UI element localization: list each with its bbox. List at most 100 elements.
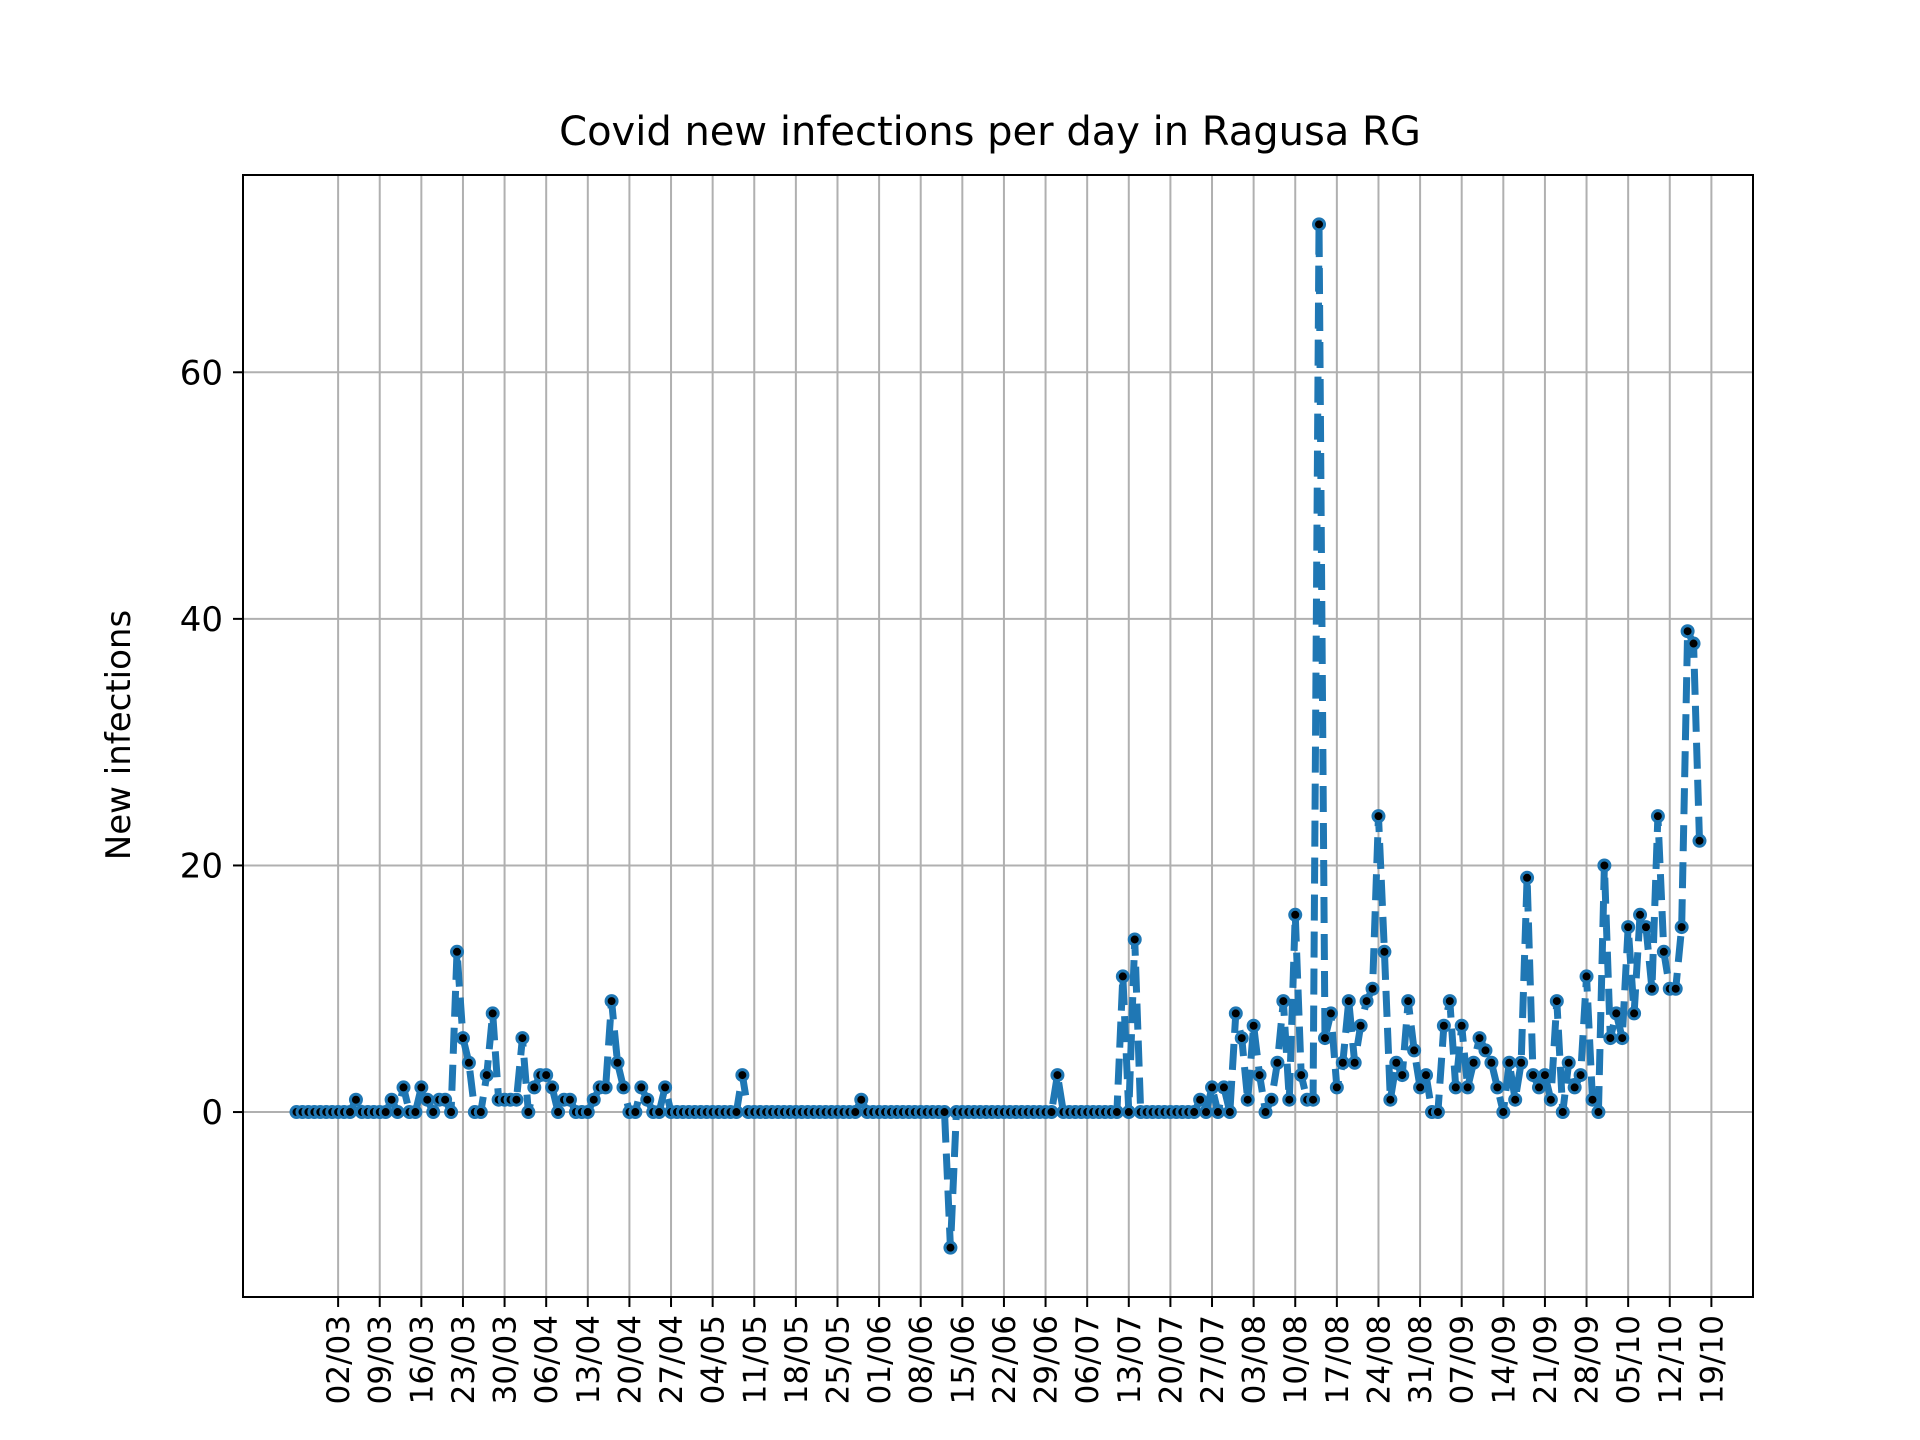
data-point	[1270, 1055, 1285, 1070]
x-tick-label: 30/03	[488, 1315, 524, 1404]
data-point	[610, 1055, 625, 1070]
data-point	[473, 1105, 488, 1120]
data-point	[580, 1105, 595, 1120]
data-point	[515, 1031, 530, 1046]
data-point	[1395, 1068, 1410, 1083]
data-point	[1686, 636, 1701, 651]
x-tick-label: 31/08	[1403, 1315, 1439, 1404]
x-tick-label: 27/04	[654, 1315, 690, 1404]
data-point	[1341, 994, 1356, 1009]
x-tick-label: 08/06	[904, 1315, 940, 1404]
data-point	[1567, 1080, 1582, 1095]
data-point	[1109, 1105, 1124, 1120]
data-point	[1317, 1031, 1332, 1046]
data-point	[598, 1080, 613, 1095]
data-point	[1234, 1031, 1249, 1046]
data-point	[1627, 1006, 1642, 1021]
data-point	[414, 1080, 429, 1095]
data-point	[1638, 920, 1653, 935]
data-point	[1353, 1018, 1368, 1033]
x-tick-label: 19/10	[1694, 1315, 1730, 1404]
x-tick-label: 06/07	[1070, 1315, 1106, 1404]
data-point	[1359, 994, 1374, 1009]
data-point	[378, 1105, 393, 1120]
data-point	[1561, 1055, 1576, 1070]
data-point	[1050, 1068, 1065, 1083]
data-point	[485, 1006, 500, 1021]
data-point	[1656, 944, 1671, 959]
y-tick-label: 20	[180, 846, 223, 886]
data-point	[1466, 1055, 1481, 1070]
data-point	[1549, 994, 1564, 1009]
x-tick-label: 27/07	[1195, 1315, 1231, 1404]
data-point	[551, 1105, 566, 1120]
data-point	[384, 1092, 399, 1107]
plot-area-frame	[242, 174, 1754, 1298]
data-point	[545, 1080, 560, 1095]
data-point	[1579, 969, 1594, 984]
data-point	[521, 1105, 536, 1120]
data-point	[1573, 1068, 1588, 1083]
data-point	[1401, 994, 1416, 1009]
x-tick-label: 28/09	[1570, 1315, 1606, 1404]
x-tick-label: 20/04	[612, 1315, 648, 1404]
data-point	[444, 1105, 459, 1120]
x-tick-label: 23/03	[446, 1315, 482, 1404]
x-tick-label: 17/08	[1320, 1315, 1356, 1404]
data-point	[1205, 1080, 1220, 1095]
data-point	[1609, 1006, 1624, 1021]
data-point	[1448, 1080, 1463, 1095]
data-point	[1650, 809, 1665, 824]
data-point	[1187, 1105, 1202, 1120]
data-point	[1615, 1031, 1630, 1046]
data-point	[455, 1031, 470, 1046]
data-point	[1246, 1018, 1261, 1033]
data-point	[1329, 1080, 1344, 1095]
data-point	[562, 1092, 577, 1107]
data-point	[390, 1105, 405, 1120]
data-point	[604, 994, 619, 1009]
data-point	[1222, 1105, 1237, 1120]
x-tick-label: 07/09	[1445, 1315, 1481, 1404]
data-point	[1210, 1105, 1225, 1120]
data-point	[848, 1105, 863, 1120]
data-point	[1537, 1068, 1552, 1083]
x-tick-label: 10/08	[1278, 1315, 1314, 1404]
x-tick-label: 01/06	[862, 1315, 898, 1404]
x-tick-label: 13/07	[1112, 1315, 1148, 1404]
data-point	[1282, 1092, 1297, 1107]
data-point	[1490, 1080, 1505, 1095]
data-point	[1240, 1092, 1255, 1107]
data-point	[426, 1105, 441, 1120]
data-point	[1216, 1080, 1231, 1095]
data-point	[1526, 1068, 1541, 1083]
data-point	[1442, 994, 1457, 1009]
x-tick-label: 21/09	[1528, 1315, 1564, 1404]
data-point	[1252, 1068, 1267, 1083]
y-axis: 0 20 40 60	[180, 353, 243, 1133]
data-point	[640, 1092, 655, 1107]
x-tick-label: 11/05	[737, 1315, 773, 1404]
data-point	[1508, 1092, 1523, 1107]
data-point	[1389, 1055, 1404, 1070]
data-point	[1121, 1105, 1136, 1120]
data-point	[652, 1105, 667, 1120]
data-point	[1365, 981, 1380, 996]
data-point	[1621, 920, 1636, 935]
data-point	[1454, 1018, 1469, 1033]
data-point	[1591, 1105, 1606, 1120]
y-tick-label: 40	[180, 600, 223, 640]
data-point	[735, 1068, 750, 1083]
data-point	[1335, 1055, 1350, 1070]
x-tick-label: 15/06	[945, 1315, 981, 1404]
data-point	[1531, 1080, 1546, 1095]
data-point	[854, 1092, 869, 1107]
data-point	[1276, 994, 1291, 1009]
data-point	[1413, 1080, 1428, 1095]
data-point	[348, 1092, 363, 1107]
data-point	[1644, 981, 1659, 996]
data-point	[479, 1068, 494, 1083]
data-point	[1585, 1092, 1600, 1107]
